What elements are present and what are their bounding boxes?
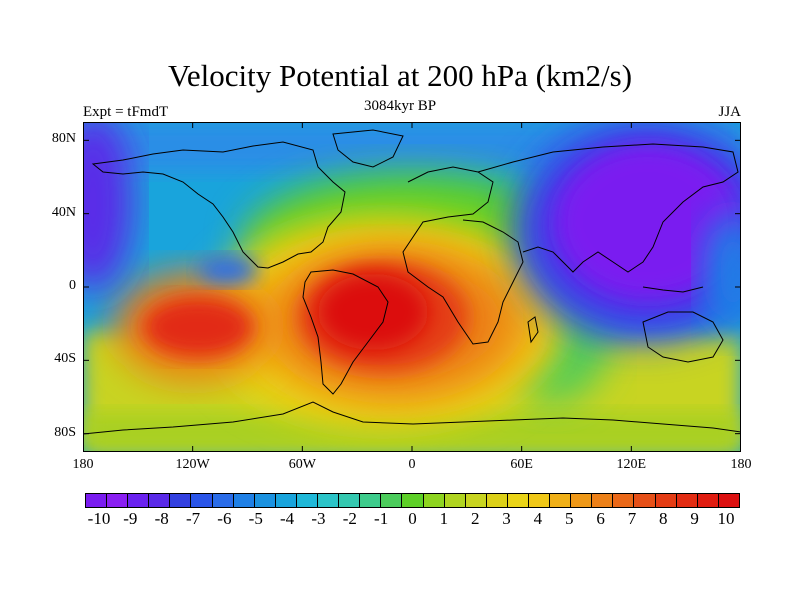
colorbar-swatch xyxy=(550,494,572,507)
colorbar-label: 7 xyxy=(627,509,637,528)
colorbar-swatch xyxy=(233,494,255,507)
colorbar-swatch xyxy=(128,494,150,507)
colorbar-label: -5 xyxy=(248,509,263,528)
colorbar-swatch xyxy=(254,494,276,507)
lon-tick-label: 120W xyxy=(175,457,210,472)
colorbar-swatch xyxy=(381,494,403,507)
season-label: JJA xyxy=(718,104,741,120)
colorbar-swatch xyxy=(465,494,487,507)
contour-map xyxy=(83,122,741,452)
lon-tick-label: 120E xyxy=(616,457,647,472)
colorbar-label: -4 xyxy=(280,509,295,528)
lon-tick-label: 0 xyxy=(408,457,416,472)
colorbar-swatch xyxy=(613,494,635,507)
colorbar-swatch xyxy=(275,494,297,507)
lat-tick-label: 40S xyxy=(54,351,76,367)
colorbar-swatch xyxy=(592,494,614,507)
colorbar-swatch xyxy=(571,494,593,507)
colorbar-label: -7 xyxy=(185,509,201,528)
colorbar-swatch xyxy=(486,494,508,507)
colorbar-swatch xyxy=(697,494,719,507)
colorbar-label: 5 xyxy=(565,509,574,528)
lat-tick-label: 80N xyxy=(51,131,76,147)
coastlines xyxy=(83,129,741,435)
colorbar-swatch xyxy=(107,494,129,507)
colorbar-swatch xyxy=(423,494,445,507)
experiment-label: Expt = tFmdT xyxy=(83,104,169,120)
lat-tick-label: 80S xyxy=(54,424,76,440)
lon-tick-label: 180 xyxy=(730,457,752,472)
lat-tick-label: 0 xyxy=(69,278,76,293)
colorbar-swatch xyxy=(507,494,529,507)
colorbar-swatch xyxy=(339,494,361,507)
colorbar-label: 3 xyxy=(502,509,511,528)
colorbar xyxy=(85,493,740,508)
colorbar-label: -3 xyxy=(311,509,326,528)
colorbar-label: 0 xyxy=(408,509,417,528)
velocity-potential-field xyxy=(83,122,741,452)
colorbar-swatch xyxy=(318,494,340,507)
colorbar-swatch xyxy=(296,494,319,507)
colorbar-swatch xyxy=(402,494,424,507)
colorbar-label: -1 xyxy=(374,509,389,528)
colorbar-label: -10 xyxy=(87,509,111,528)
colorbar-swatch xyxy=(191,494,213,507)
colorbar-swatch xyxy=(718,494,739,507)
colorbar-label: 6 xyxy=(596,509,605,528)
colorbar-swatch xyxy=(676,494,698,507)
colorbar-label: -2 xyxy=(342,509,357,528)
time-label: 3084kyr BP xyxy=(363,98,437,114)
colorbar-swatch xyxy=(212,494,234,507)
lon-tick-label: 180 xyxy=(72,457,94,472)
map-panel xyxy=(83,122,741,452)
colorbar-label: 2 xyxy=(470,509,480,528)
colorbar-swatch xyxy=(655,494,677,507)
lat-tick-label: 40N xyxy=(51,204,76,220)
lon-tick-label: 60E xyxy=(510,457,533,472)
colorbar-swatch xyxy=(170,494,192,507)
colorbar-label: -6 xyxy=(217,509,232,528)
colorbar-label: 10 xyxy=(717,509,735,528)
colorbar-label: -9 xyxy=(123,509,138,528)
colorbar-swatch xyxy=(528,494,551,507)
colorbar-swatch xyxy=(444,494,466,507)
colorbar-label: -8 xyxy=(154,509,169,528)
colorbar-label: 4 xyxy=(533,509,543,528)
colorbar-swatch xyxy=(634,494,656,507)
colorbar-label: 9 xyxy=(690,509,699,528)
colorbar-label: 8 xyxy=(659,509,668,528)
colorbar-swatch xyxy=(86,494,108,507)
lon-tick-label: 60W xyxy=(288,457,316,472)
page-title: Velocity Potential at 200 hPa (km2/s) xyxy=(167,58,633,93)
colorbar-label: 1 xyxy=(439,509,449,528)
colorbar-swatch xyxy=(360,494,382,507)
colorbar-swatch xyxy=(149,494,171,507)
axis-ticks xyxy=(83,122,741,452)
